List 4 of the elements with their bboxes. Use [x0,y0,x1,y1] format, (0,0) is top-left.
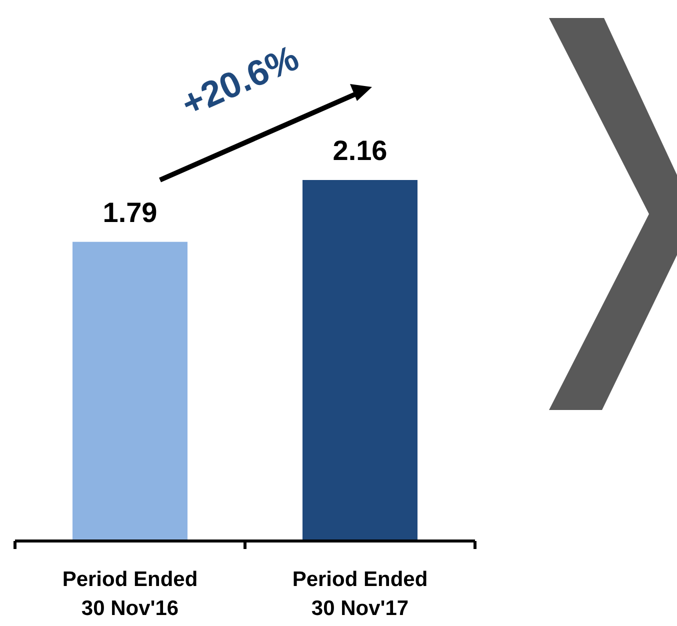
data-label: 2.16 [332,135,388,166]
x-tick-label: Period Ended 30 Nov'16 [62,568,198,620]
x-tick-label: Period Ended 30 Nov'17 [292,568,428,620]
data-label: 1.79 [102,196,158,228]
